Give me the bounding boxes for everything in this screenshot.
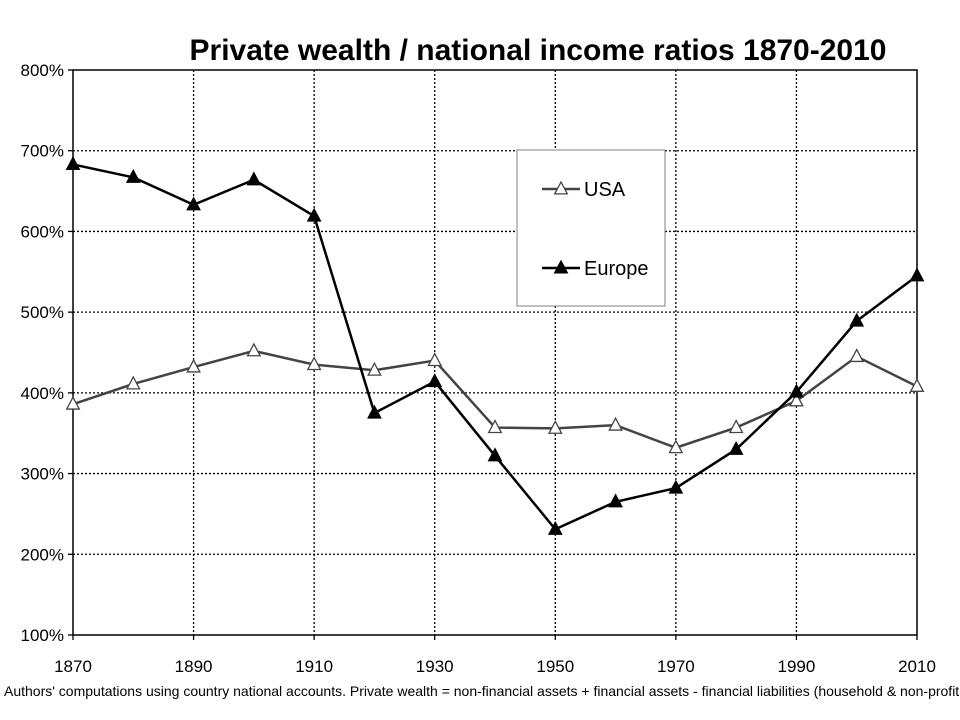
x-tick-label: 2010: [898, 657, 936, 676]
source-note: Authors' computations using country nati…: [4, 683, 960, 699]
data-point-europe: [547, 520, 563, 535]
data-point-usa: [427, 352, 443, 367]
grid: [73, 70, 917, 635]
y-axis: 100% 200% 300% 400% 500% 600% 700% 800%: [21, 61, 73, 645]
data-point-europe: [367, 404, 382, 419]
data-point-europe: [728, 440, 744, 455]
series-europe: [65, 156, 925, 535]
data-point-usa: [547, 419, 563, 434]
x-tick-label: 1990: [778, 657, 816, 676]
data-point-europe: [186, 196, 201, 211]
x-tick-label: 1970: [657, 657, 695, 676]
data-point-usa: [487, 419, 503, 434]
data-point-usa: [186, 358, 201, 373]
data-point-usa: [668, 439, 684, 454]
data-point-usa: [65, 395, 81, 410]
plot-area: [72, 69, 918, 636]
data-point-europe: [608, 493, 623, 508]
data-point-usa: [849, 348, 865, 363]
series-layer: [65, 156, 925, 535]
data-point-europe: [668, 479, 684, 494]
data-point-europe: [427, 373, 443, 388]
legend-item-usa: USA: [542, 179, 626, 201]
x-tick-label: 1890: [175, 657, 213, 676]
y-tick-label: 700%: [21, 142, 64, 161]
y-tick-label: 300%: [21, 465, 64, 484]
y-tick-label: 100%: [21, 626, 64, 645]
legend: USA Europe: [516, 149, 666, 307]
data-point-europe: [487, 447, 503, 462]
data-point-europe: [246, 171, 262, 186]
data-point-usa: [608, 416, 623, 431]
data-point-usa: [728, 419, 744, 434]
y-tick-label: 800%: [21, 61, 64, 80]
data-point-usa: [909, 378, 925, 392]
data-point-europe: [789, 383, 804, 398]
legend-marker-usa: [553, 180, 569, 195]
x-tick-label: 1910: [295, 657, 333, 676]
legend-label-usa: USA: [584, 179, 626, 201]
data-point-europe: [65, 156, 81, 170]
y-tick-label: 500%: [21, 303, 64, 322]
x-axis: 1870 1890 1910 1930 1950 1970 1990 2010: [54, 635, 936, 676]
series-usa: [65, 342, 925, 454]
series-line-europe: [72, 163, 918, 531]
y-tick-label: 400%: [21, 384, 64, 403]
x-tick-label: 1950: [536, 657, 574, 676]
data-point-usa: [306, 356, 322, 371]
data-point-europe: [909, 267, 925, 282]
data-point-usa: [246, 342, 262, 357]
data-point-europe: [125, 168, 141, 183]
legend-item-europe: Europe: [542, 258, 649, 280]
data-point-usa: [367, 361, 382, 376]
data-point-europe: [306, 207, 322, 222]
data-point-europe: [849, 312, 865, 327]
x-tick-label: 1870: [54, 657, 92, 676]
data-point-usa: [789, 392, 804, 407]
x-tick-label: 1930: [416, 657, 454, 676]
chart-title: Private wealth / national income ratios …: [190, 34, 887, 67]
legend-box: [516, 149, 666, 307]
legend-marker-europe: [553, 259, 569, 274]
y-tick-label: 600%: [21, 222, 64, 241]
y-tick-label: 200%: [21, 545, 64, 564]
legend-label-europe: Europe: [584, 258, 649, 280]
data-point-usa: [125, 375, 141, 390]
